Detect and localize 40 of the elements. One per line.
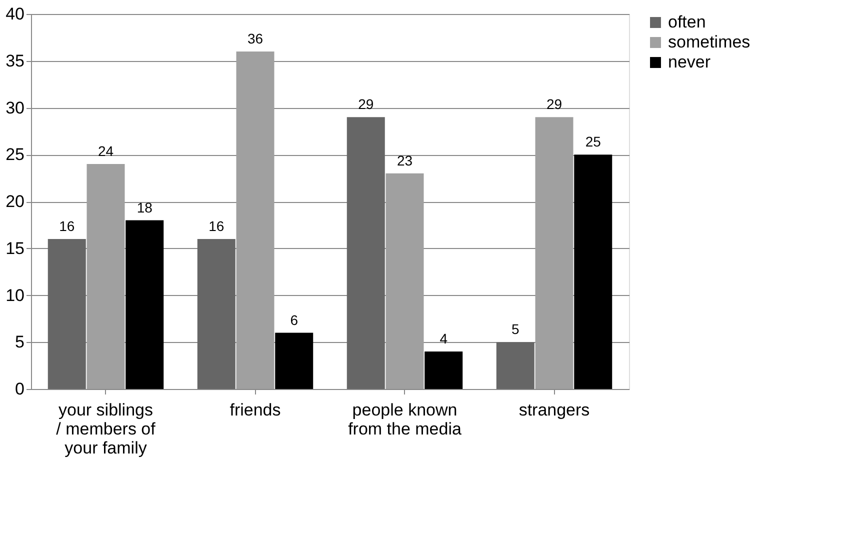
bar — [496, 342, 534, 389]
bar — [574, 154, 612, 389]
data-label: 18 — [136, 199, 153, 216]
data-label: 4 — [440, 330, 448, 346]
bar — [424, 352, 463, 389]
data-label: 29 — [546, 96, 562, 112]
y-tick-label: 0 — [15, 380, 24, 398]
y-tick-label: 20 — [6, 192, 24, 211]
data-label: 25 — [585, 134, 602, 150]
bar — [346, 117, 385, 389]
y-tick-label: 25 — [6, 145, 24, 164]
data-label: 16 — [208, 218, 224, 234]
x-tick-label: friends — [230, 400, 281, 420]
y-tick-label: 40 — [6, 4, 24, 24]
bar — [86, 164, 125, 389]
data-label: 6 — [290, 312, 298, 328]
data-label: 36 — [247, 30, 264, 46]
legend-label: often — [668, 12, 706, 32]
data-label: 5 — [511, 321, 520, 338]
bar — [197, 239, 236, 389]
y-tick-label: 10 — [6, 286, 24, 305]
bar — [386, 173, 424, 389]
data-label: 29 — [358, 96, 374, 112]
bar — [535, 117, 574, 389]
data-label: 16 — [59, 218, 75, 234]
bar — [275, 332, 314, 389]
y-tick-label: 5 — [15, 332, 24, 352]
bar — [48, 239, 86, 389]
legend-label: never — [668, 52, 711, 72]
legend-label: sometimes — [668, 32, 750, 52]
x-tick-label: strangers — [518, 400, 590, 420]
bar — [236, 52, 274, 389]
y-tick-label: 35 — [6, 51, 24, 70]
y-tick-label: 30 — [6, 98, 24, 118]
x-tick-label: your siblings / members of your family — [56, 400, 156, 458]
data-label: 23 — [396, 152, 413, 168]
y-tick-label: 15 — [6, 238, 24, 258]
data-label: 24 — [98, 143, 114, 159]
x-tick-label: people known from the media — [348, 400, 462, 438]
bar — [126, 220, 164, 389]
